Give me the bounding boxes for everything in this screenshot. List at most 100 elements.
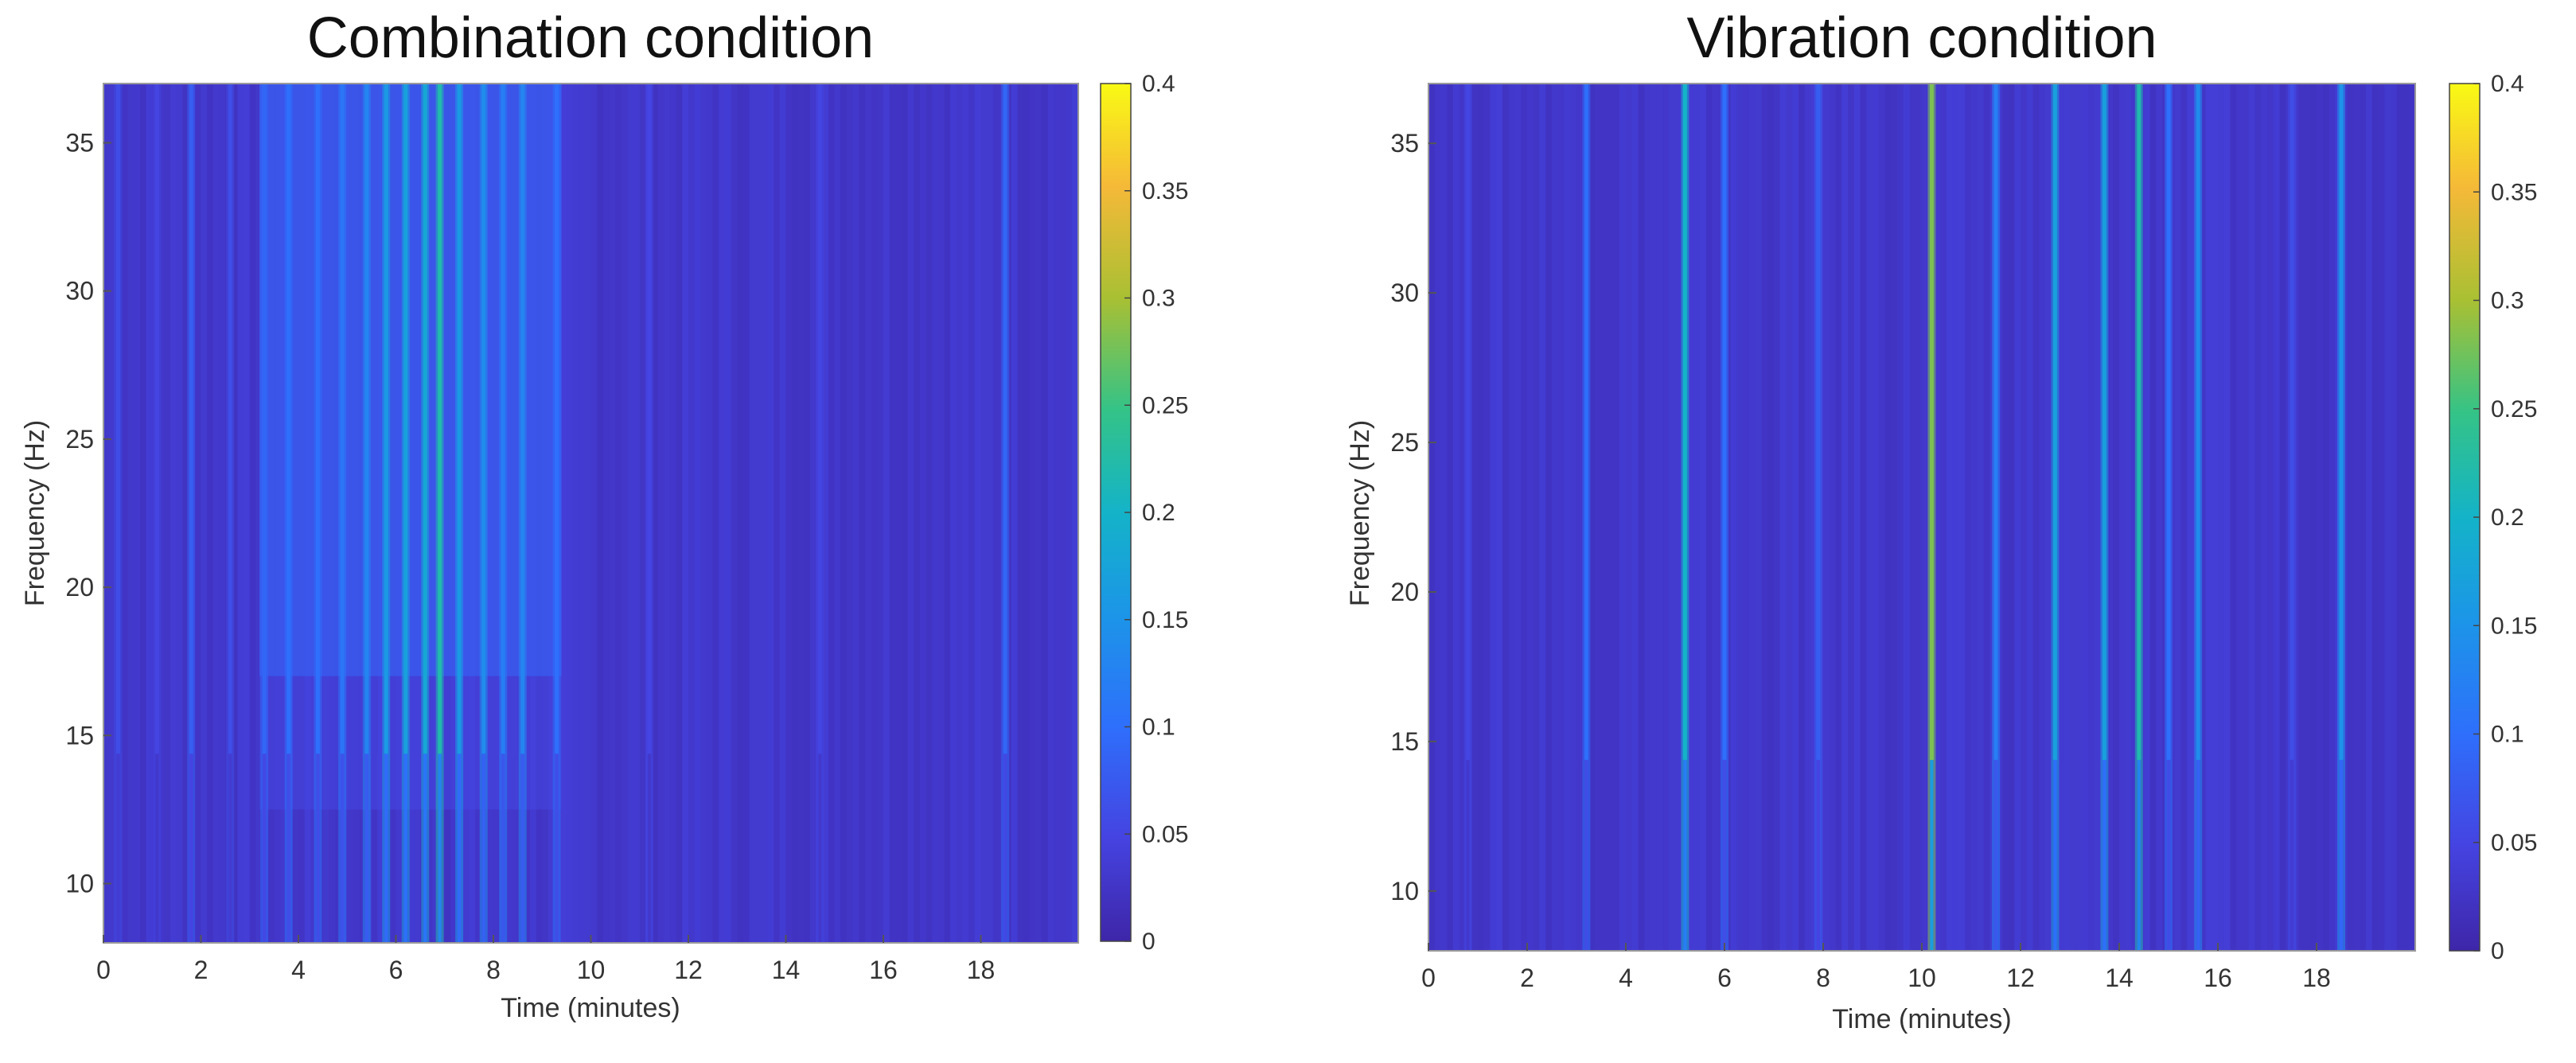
heatmap-line-tail bbox=[501, 753, 505, 943]
heatmap-column bbox=[219, 84, 227, 943]
heatmap-column bbox=[1631, 84, 1639, 951]
heatmap-column bbox=[2403, 84, 2410, 951]
heatmap-line-tail bbox=[1994, 760, 1997, 951]
heatmap-column bbox=[2347, 84, 2355, 951]
heatmap-line-tail bbox=[316, 753, 320, 943]
heatmap-column bbox=[840, 84, 848, 943]
x-tick-label: 4 bbox=[1619, 964, 1633, 992]
heatmap-column bbox=[212, 84, 220, 943]
colorbar-tick-label: 0.35 bbox=[2491, 179, 2537, 205]
heatmap-line bbox=[384, 84, 388, 754]
heatmap-column bbox=[700, 84, 707, 943]
heatmap-column bbox=[749, 84, 757, 943]
heatmap-column bbox=[244, 84, 251, 943]
heatmap-column bbox=[1662, 84, 1670, 951]
heatmap-column bbox=[932, 84, 939, 943]
heatmap-column bbox=[182, 84, 190, 943]
heatmap-column bbox=[1774, 84, 1781, 951]
heatmap-line-tail bbox=[1466, 760, 1470, 951]
heatmap-line bbox=[1682, 84, 1687, 761]
heatmap-column bbox=[1011, 84, 1019, 943]
heatmap-column bbox=[590, 84, 598, 943]
heatmap-column bbox=[2082, 84, 2090, 951]
heatmap-column bbox=[907, 84, 915, 943]
heatmap-line bbox=[115, 84, 120, 754]
heatmap-column bbox=[134, 84, 141, 943]
heatmap-column bbox=[164, 84, 172, 943]
x-tick-label: 0 bbox=[96, 956, 111, 984]
heatmap-column bbox=[1675, 84, 1682, 951]
heatmap-column bbox=[1483, 84, 1491, 951]
heatmap-column bbox=[937, 84, 945, 943]
heatmap-column bbox=[633, 84, 641, 943]
heatmap-line bbox=[520, 84, 525, 754]
heatmap-column bbox=[2064, 84, 2071, 951]
heatmap-column bbox=[2021, 84, 2028, 951]
heatmap-line-tail bbox=[2167, 760, 2170, 951]
heatmap-column bbox=[560, 84, 567, 943]
heatmap-regions bbox=[259, 84, 562, 810]
heatmap-column bbox=[2149, 84, 2157, 951]
heatmap-column bbox=[1564, 84, 1572, 951]
heatmap-column bbox=[2396, 84, 2404, 951]
x-tick-label: 8 bbox=[486, 956, 501, 984]
heatmap-column bbox=[170, 84, 177, 943]
heatmap-column bbox=[1619, 84, 1627, 951]
heatmap-line bbox=[2196, 84, 2200, 761]
heatmap-column bbox=[1588, 84, 1596, 951]
heatmap-column bbox=[865, 84, 872, 943]
heatmap-column bbox=[822, 84, 830, 943]
heatmap-line-tail bbox=[2290, 760, 2293, 951]
heatmap-column bbox=[901, 84, 909, 943]
heatmap-column bbox=[207, 84, 214, 943]
heatmap-column bbox=[579, 84, 586, 943]
heatmap-column bbox=[1428, 84, 1436, 951]
heatmap-column bbox=[1922, 84, 1929, 951]
heatmap-line-tail bbox=[364, 753, 368, 943]
x-tick-label: 4 bbox=[291, 956, 306, 984]
colorbar-tick-label: 0.3 bbox=[1142, 286, 1175, 312]
heatmap-line bbox=[817, 84, 822, 754]
heatmap-lines bbox=[114, 84, 1010, 943]
colorbar-tick-label: 0.3 bbox=[2491, 288, 2524, 314]
heatmap-line-tail bbox=[155, 753, 159, 943]
heatmap-column bbox=[1533, 84, 1541, 951]
chart-title: Vibration condition bbox=[1686, 6, 2157, 70]
heatmap-line bbox=[340, 84, 345, 754]
heatmap-column bbox=[2014, 84, 2021, 951]
heatmap-column bbox=[2205, 84, 2213, 951]
heatmap-column bbox=[883, 84, 890, 943]
heatmap-column bbox=[231, 84, 239, 943]
heatmap-column bbox=[249, 84, 257, 943]
heatmap-column bbox=[1521, 84, 1528, 951]
heatmap-column bbox=[201, 84, 208, 943]
x-axis-label: Time (minutes) bbox=[1832, 1004, 2011, 1034]
heatmap-region-fade bbox=[259, 676, 562, 810]
y-axis-label: Frequency (Hz) bbox=[20, 420, 50, 606]
heatmap-column bbox=[572, 84, 580, 943]
heatmap-column bbox=[944, 84, 952, 943]
heatmap-column bbox=[1434, 84, 1442, 951]
heatmap-column bbox=[1971, 84, 1978, 951]
y-tick-labels: 10 15 20 25 30 35 bbox=[1390, 129, 1436, 905]
x-tick-label: 18 bbox=[967, 956, 996, 984]
heatmap-column bbox=[1687, 84, 1695, 951]
heatmap-column bbox=[755, 84, 762, 943]
x-tick-label: 14 bbox=[772, 956, 801, 984]
heatmap-column bbox=[1638, 84, 1646, 951]
heatmap-column bbox=[676, 84, 684, 943]
heatmap-line bbox=[1816, 84, 1821, 761]
heatmap-column bbox=[2218, 84, 2225, 951]
heatmap-column bbox=[810, 84, 817, 943]
heatmap-column bbox=[1749, 84, 1756, 951]
y-tick-label: 20 bbox=[1390, 578, 1419, 606]
y-tick-label: 20 bbox=[65, 573, 94, 602]
heatmap-line-tail bbox=[2196, 760, 2200, 951]
heatmap-column bbox=[694, 84, 702, 943]
heatmap-column bbox=[1823, 84, 1830, 951]
heatmap-line bbox=[2137, 84, 2141, 761]
heatmap-line bbox=[262, 84, 267, 754]
colorbar-tick-label: 0.15 bbox=[1142, 607, 1188, 633]
heatmap-column bbox=[1786, 84, 1794, 951]
colorbar-tick-label: 0.15 bbox=[2491, 613, 2537, 639]
